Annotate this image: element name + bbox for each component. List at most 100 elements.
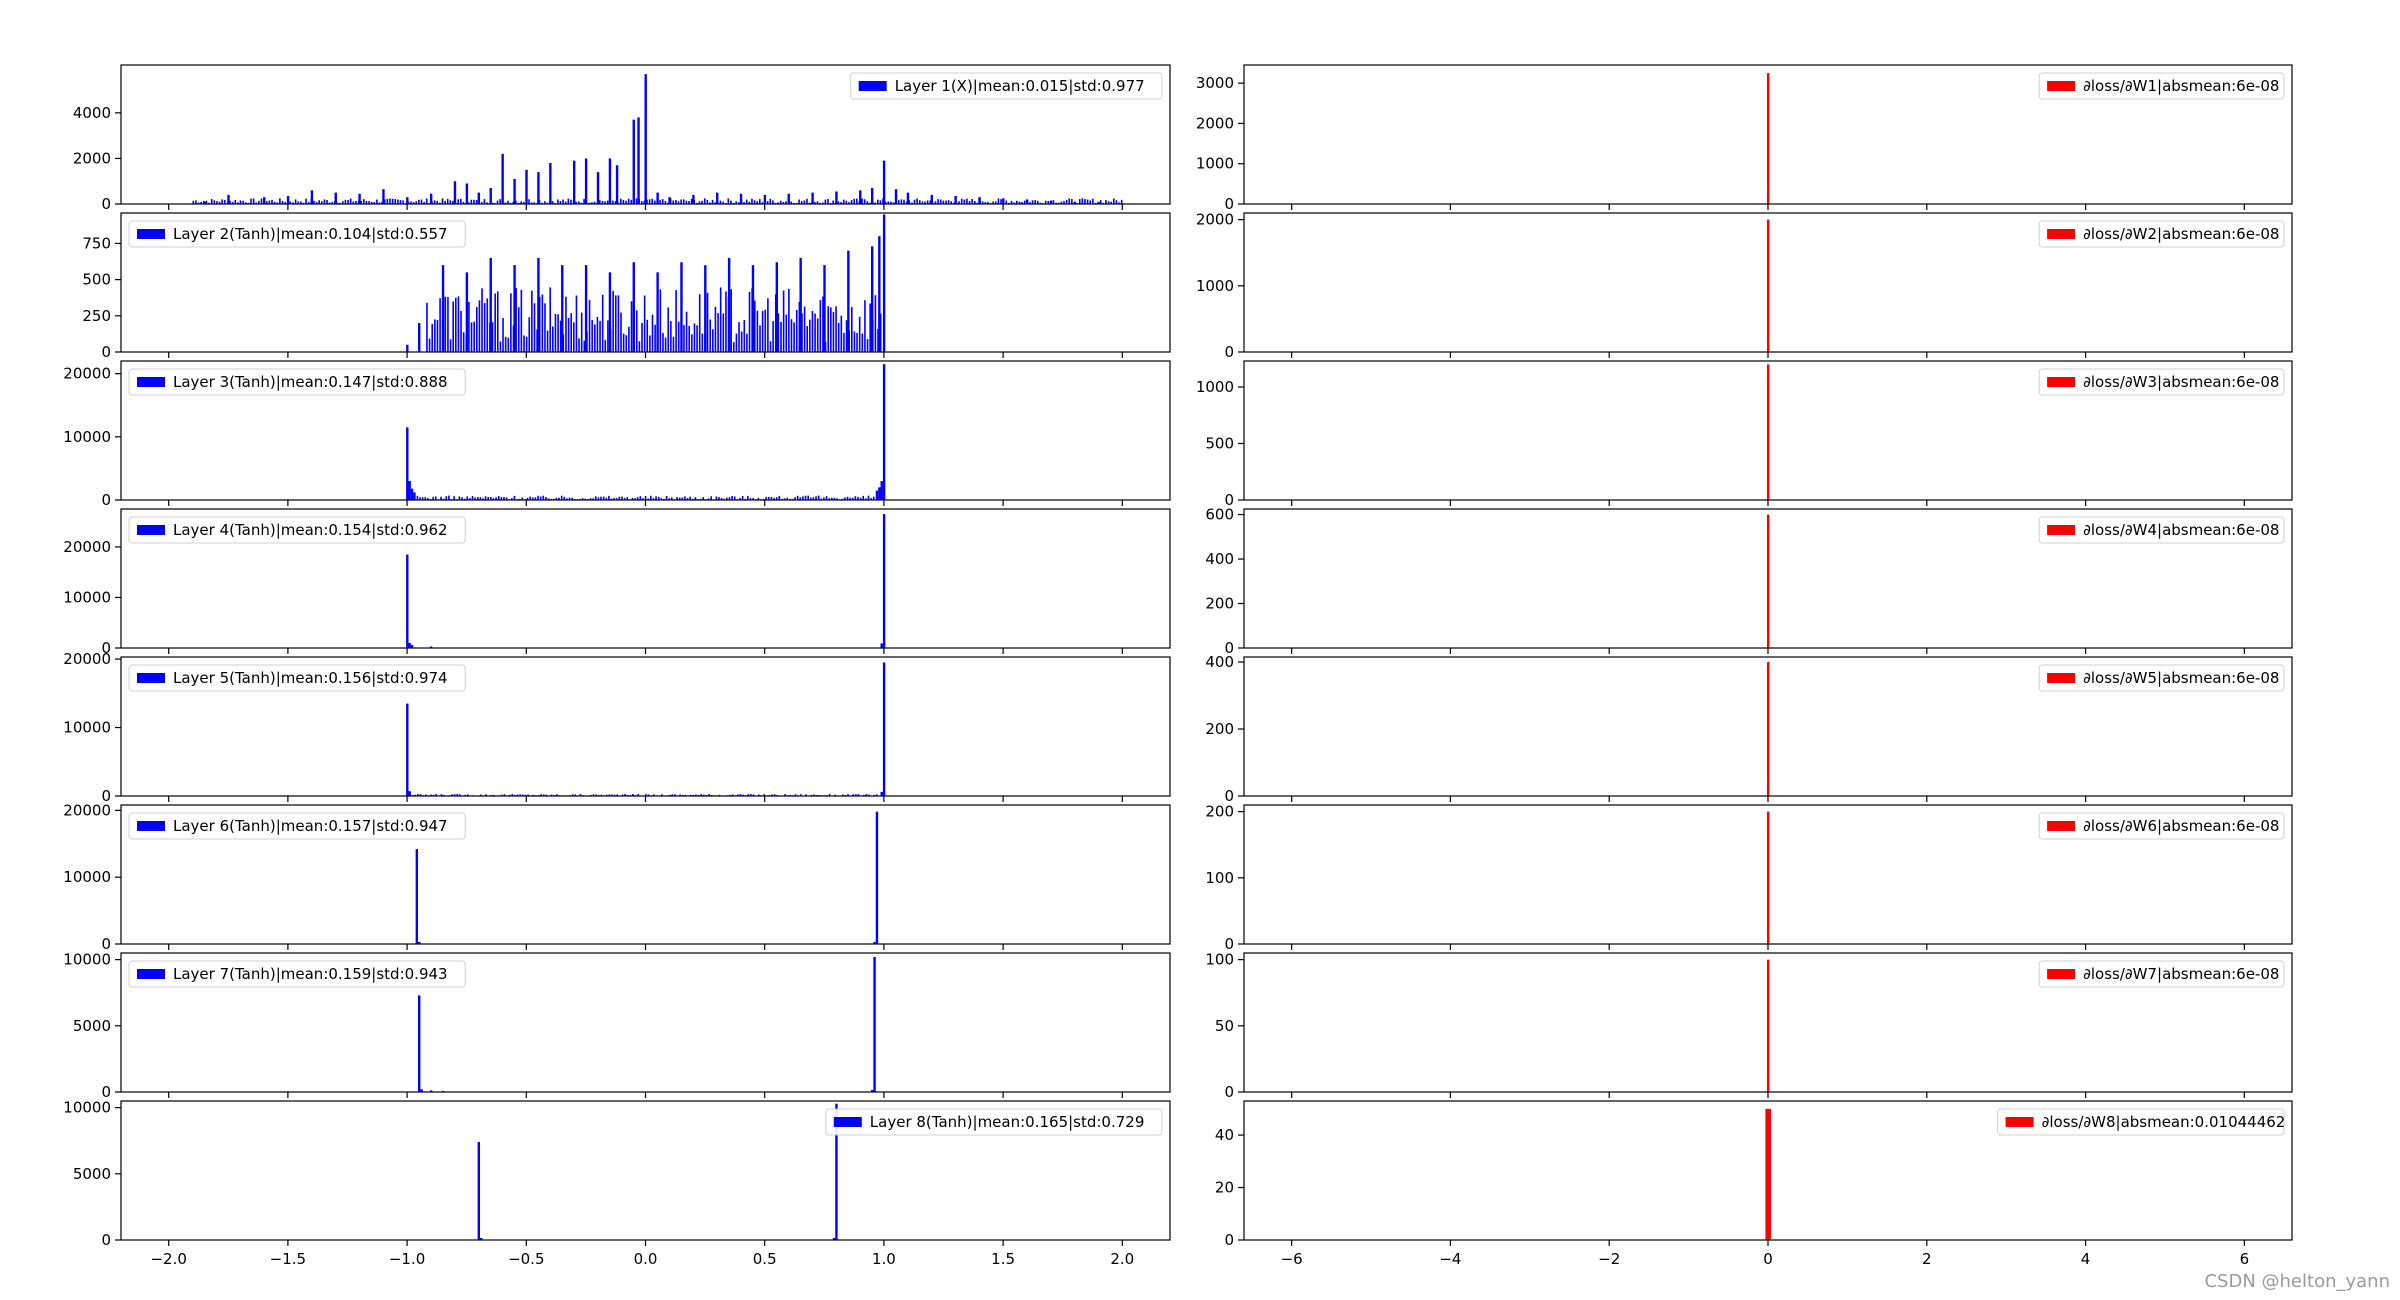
histogram-bar [937,199,939,204]
histogram-bar [568,497,571,500]
histogram-spike [811,192,814,204]
histogram-spike [637,117,640,204]
legend-box [2038,368,2285,396]
histogram-bar [621,496,623,500]
histogram-bar [1110,201,1112,204]
histogram-bar [815,496,817,500]
histogram-bar [852,794,855,796]
x-tick-label: −1.5 [270,1250,306,1268]
histogram-bar [660,498,663,500]
histogram-bar [794,794,797,796]
histogram-bar [667,307,670,352]
histogram-bar [458,496,461,500]
legend-label: ∂loss/∂W1|absmean:6e-08 [2083,77,2279,95]
histogram-spike [441,265,445,353]
histogram-bar [494,293,496,352]
histogram-spike [680,262,683,352]
histogram-bar [605,497,608,500]
histogram-bar [418,199,420,204]
histogram-bar [723,498,726,500]
legend-swatch [137,821,165,831]
histogram-bar [559,320,562,352]
histogram-bar [517,307,520,352]
histogram-bar [496,291,499,352]
histogram-spike [880,643,883,648]
histogram-bar [362,199,365,204]
histogram-spike [263,197,266,204]
subplot-right-7: 0 50 100 ∂loss/∂W7|absmean:6e-08 [1205,951,2293,1101]
histogram-bar [1107,201,1110,204]
histogram-bar [727,198,730,204]
histogram-bar [841,794,844,796]
legend-box [128,220,466,248]
histogram-bar [622,199,625,204]
y-tick-label: 2000 [1196,211,1234,229]
histogram-bar [467,202,470,204]
histogram-bar [877,328,879,352]
histogram-bar [567,198,570,204]
subplot-right-2: 0 1000 2000 ∂loss/∂W2|absmean:6e-08 [1196,211,2293,361]
histogram-bar [1031,200,1034,204]
histogram-bar [773,794,776,796]
histogram-spike [906,192,910,204]
histogram-bar [735,201,737,204]
histogram-spike [704,265,707,353]
histogram-bar [461,497,463,500]
histogram-bar [279,198,281,204]
histogram-bar [866,339,869,352]
histogram-bar [476,497,479,500]
histogram-bar [473,199,475,204]
histogram-bar [208,202,210,204]
histogram-bar [574,794,577,796]
x-tick-label: −0.5 [508,1250,544,1268]
histogram-bar [549,287,552,352]
histogram-bar [381,201,383,204]
y-tick-label: 20000 [63,365,111,383]
legend-box [2038,72,2285,100]
histogram-bar [841,498,844,500]
histogram-bar [840,202,842,204]
histogram-bar [652,498,655,500]
histogram-bar [747,495,749,500]
histogram-spike [429,1090,433,1092]
histogram-bar [471,495,474,500]
histogram-bar [565,296,567,352]
histogram-bar [575,295,578,352]
y-tick-label: 0 [1224,491,1234,509]
histogram-bar [1005,200,1008,204]
histogram-bar [562,199,564,204]
histogram-bar [427,497,429,500]
y-tick-label: 600 [1205,506,1234,524]
histogram-bar [1018,201,1021,204]
histogram-bar [672,200,675,204]
histogram-bar [445,496,448,500]
x-tick-label: −4 [1439,1250,1461,1268]
histogram-bar [468,302,470,352]
histogram-bar [532,497,534,500]
histogram-bar [307,201,310,204]
histogram-bar [833,497,836,500]
histogram-bar [782,201,785,204]
histogram-bar [567,318,570,352]
histogram-bar [1060,201,1063,204]
y-tick-label: 2000 [73,149,111,167]
legend: Layer 8(Tanh)|mean:0.165|std:0.729 [825,1108,1163,1136]
histogram-bar [399,200,402,204]
histogram-bar [507,200,509,204]
histogram-bar [722,313,725,352]
y-tick-label: 4000 [73,104,111,122]
histogram-bar [432,496,434,500]
histogram-bar [730,200,732,204]
histogram-bar [448,495,450,500]
histogram-bar [600,496,602,500]
x-tick-label: −1.0 [389,1250,425,1268]
histogram-bar [942,200,945,204]
histogram-bar [616,794,619,796]
histogram-bar [578,338,580,352]
histogram-bar [741,495,744,500]
histogram-bar [486,298,489,352]
histogram-bar [614,295,617,352]
histogram-bar [302,202,305,204]
legend: Layer 6(Tanh)|mean:0.157|std:0.947 [128,812,466,840]
histogram-bar [804,495,807,500]
